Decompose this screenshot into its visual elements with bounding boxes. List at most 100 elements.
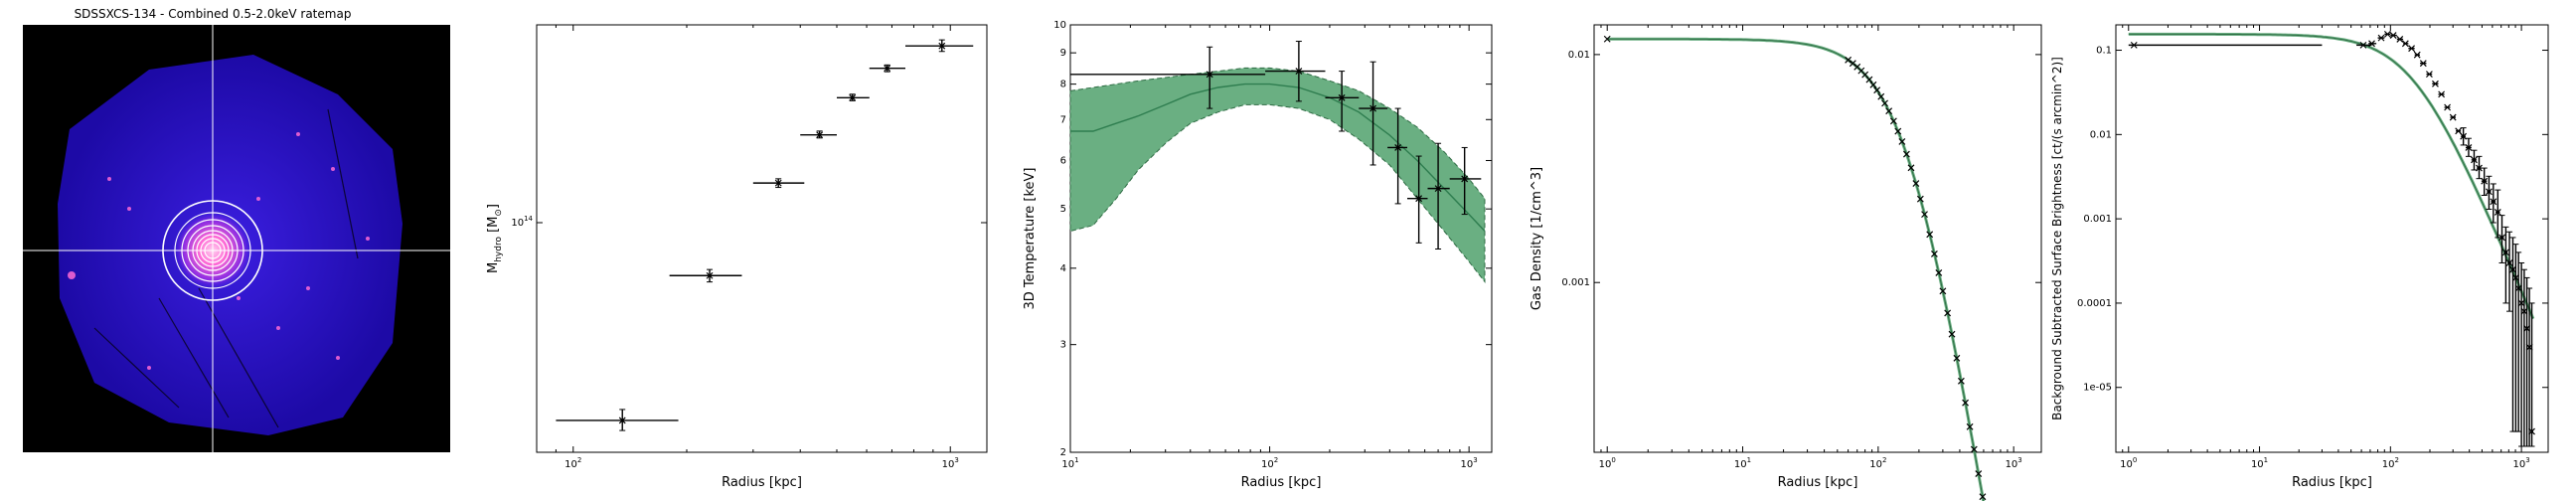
x-tick-label: 102 xyxy=(564,456,581,470)
x-marker xyxy=(2389,32,2397,40)
data-point xyxy=(1265,41,1326,102)
y-tick-label: 6 xyxy=(1060,155,1066,166)
density-marker xyxy=(1957,377,1965,385)
density-marker xyxy=(1889,117,1897,125)
x-marker xyxy=(2413,51,2421,59)
data-point xyxy=(2368,40,2377,48)
y-tick-label: 5 xyxy=(1060,204,1066,215)
x-axis-label: Radius [kpc] xyxy=(1778,475,1858,490)
x-marker xyxy=(2486,188,2493,196)
x-marker xyxy=(2438,90,2446,98)
x-axis-label: Radius [kpc] xyxy=(2292,475,2372,490)
point-source xyxy=(366,237,370,241)
x-marker xyxy=(1369,104,1376,112)
data-point xyxy=(2460,127,2468,146)
y-tick-label: 4 xyxy=(1060,263,1066,274)
data-point xyxy=(752,178,805,189)
data-point xyxy=(669,268,742,283)
x-marker xyxy=(2501,249,2509,256)
x-marker xyxy=(816,131,824,139)
gas-density-panel: 100 101 102 103 0.01 0.001 Radius [kpc] Gas Den… xyxy=(1530,24,2042,501)
point-source xyxy=(296,132,300,136)
x-marker xyxy=(1415,195,1423,203)
x-axis-label: Radius [kpc] xyxy=(722,475,802,490)
density-model-line xyxy=(1607,38,1985,501)
data-point xyxy=(2528,302,2535,447)
density-marker xyxy=(1869,81,1877,88)
surface-brightness-panel: 100 101 102 103 0.1 0.01 0.001 0.0001 1e-05 Radiu… xyxy=(2050,24,2549,490)
x-marker xyxy=(2511,273,2519,281)
density-marker xyxy=(1885,107,1893,115)
x-marker xyxy=(2465,144,2473,151)
data-point xyxy=(2509,237,2516,432)
data-point xyxy=(1449,146,1482,216)
x-tick-label: 103 xyxy=(942,456,959,470)
data-point xyxy=(2486,175,2493,210)
point-source xyxy=(331,167,335,171)
density-marker xyxy=(1603,35,1611,43)
data-point xyxy=(2455,127,2463,135)
data-point xyxy=(2128,41,2323,49)
y-tick-label: 0.01 xyxy=(2090,129,2112,140)
data-point xyxy=(2501,226,2509,304)
data-point xyxy=(2514,251,2522,432)
density-marker xyxy=(1930,250,1938,257)
point-source xyxy=(336,356,340,360)
x-marker xyxy=(2401,40,2409,48)
plot-frame xyxy=(536,24,988,453)
y-tick-label: 0.1 xyxy=(2096,46,2112,57)
point-source xyxy=(147,366,151,370)
data-point xyxy=(2438,90,2446,98)
data-point xyxy=(2432,80,2439,87)
point-source xyxy=(107,177,111,181)
density-marker xyxy=(1912,180,1920,187)
x-tick-label: 102 xyxy=(2382,456,2399,470)
data-point xyxy=(2476,155,2483,180)
density-marker xyxy=(1865,76,1873,84)
x-marker xyxy=(1206,71,1213,79)
y-tick-label: 7 xyxy=(1060,114,1066,125)
x-marker xyxy=(2509,265,2516,273)
data-point xyxy=(2383,30,2391,38)
x-marker xyxy=(2455,127,2463,135)
y-tick-label: 2 xyxy=(1060,447,1066,458)
x-marker xyxy=(618,417,626,424)
x-marker xyxy=(2494,208,2501,216)
x-marker xyxy=(849,93,857,101)
y-axis-label: Gas Density [1/cm^3] xyxy=(1530,167,1544,310)
y-tick-label: 0.001 xyxy=(2083,214,2112,225)
data-point xyxy=(2465,137,2473,157)
data-point xyxy=(2425,71,2433,79)
y-axis-label: 3D Temperature [keV] xyxy=(1023,168,1038,310)
ratemap-title: SDSSXCS-134 - Combined 0.5-2.0keV ratema… xyxy=(75,7,352,21)
density-marker xyxy=(1970,445,1978,453)
x-marker xyxy=(774,179,782,187)
point-source xyxy=(256,197,260,201)
data-point xyxy=(2471,149,2478,171)
x-marker xyxy=(1295,68,1303,76)
data-point xyxy=(905,39,974,53)
density-marker xyxy=(1979,493,1987,501)
x-marker xyxy=(706,271,714,279)
point-source xyxy=(68,271,76,279)
x-marker xyxy=(2432,80,2439,87)
data-point xyxy=(1070,46,1266,109)
density-marker xyxy=(1975,470,1983,478)
x-tick-label: 101 xyxy=(1061,456,1078,470)
data-point xyxy=(1407,155,1428,244)
y-tick-label: 0.0001 xyxy=(2077,298,2112,309)
plot-frame xyxy=(1069,24,1493,453)
density-marker xyxy=(1873,86,1881,94)
x-tick-label: 100 xyxy=(1599,456,1616,470)
y-axis-label: Mhydro [M⊙] xyxy=(486,204,504,273)
density-marker xyxy=(1894,127,1902,135)
x-marker xyxy=(2368,40,2375,48)
density-marker xyxy=(1926,231,1934,239)
y-tick-label: 3 xyxy=(1060,340,1066,351)
x-marker xyxy=(2528,427,2535,435)
x-marker xyxy=(2396,36,2404,43)
x-tick-label: 101 xyxy=(1734,456,1751,470)
x-marker xyxy=(1394,144,1402,151)
y-tick-label: 10 xyxy=(1053,20,1066,31)
x-marker xyxy=(2130,41,2138,49)
